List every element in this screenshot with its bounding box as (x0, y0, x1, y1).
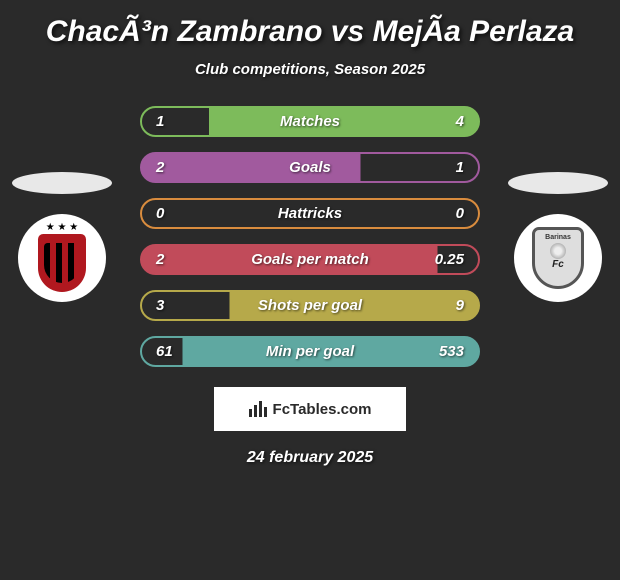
footer-brand-text: FcTables.com (273, 401, 372, 418)
stat-right-value: 1 (456, 159, 464, 176)
crest-fc-text: Fc (552, 259, 564, 270)
stat-label: Goals per match (251, 251, 369, 268)
stat-bar: 2 Goals 1 (140, 152, 480, 183)
right-club-crest: Barinas Fc (514, 214, 602, 302)
stat-bar: 61 Min per goal 533 (140, 336, 480, 367)
right-crest-column: Barinas Fc (504, 172, 612, 302)
shield-icon (38, 234, 86, 292)
stat-bar: 0 Hattricks 0 (140, 198, 480, 229)
stat-right-value: 533 (439, 343, 464, 360)
shield-icon: Barinas Fc (532, 227, 584, 289)
stat-label: Goals (289, 159, 331, 176)
stat-left-value: 3 (156, 297, 164, 314)
stat-right-value: 0.25 (435, 251, 464, 268)
stat-bar: 1 Matches 4 (140, 106, 480, 137)
page-title: ChacÃ³n Zambrano vs MejÃ­a Perlaza (46, 15, 575, 49)
stat-left-value: 2 (156, 159, 164, 176)
stats-list: 1 Matches 4 2 Goals 1 0 Hattricks 0 2 Goals per ma… (134, 106, 486, 367)
stat-label: Shots per goal (258, 297, 362, 314)
stat-right-value: 9 (456, 297, 464, 314)
bars-icon (249, 401, 267, 417)
stat-label: Hattricks (278, 205, 342, 222)
stat-left-value: 2 (156, 251, 164, 268)
crest-stars-icon: ★ ★ ★ (46, 222, 78, 233)
crest-banner-text: Barinas (545, 234, 571, 241)
subtitle: Club competitions, Season 2025 (195, 61, 425, 78)
stat-left-value: 1 (156, 113, 164, 130)
right-player-marker (508, 172, 608, 194)
date-text: 24 february 2025 (247, 449, 373, 467)
left-club-crest: ★ ★ ★ (18, 214, 106, 302)
stat-label: Matches (280, 113, 340, 130)
ball-icon (550, 243, 566, 259)
stat-left-value: 0 (156, 205, 164, 222)
stat-bar: 3 Shots per goal 9 (140, 290, 480, 321)
left-crest-column: ★ ★ ★ (8, 172, 116, 302)
stat-right-value: 0 (456, 205, 464, 222)
stat-right-value: 4 (456, 113, 464, 130)
stat-label: Min per goal (266, 343, 354, 360)
footer-logo: FcTables.com (214, 387, 406, 431)
stat-left-value: 61 (156, 343, 173, 360)
stat-bar: 2 Goals per match 0.25 (140, 244, 480, 275)
left-player-marker (12, 172, 112, 194)
stripes-icon (44, 243, 80, 283)
content-row: ★ ★ ★ 1 Matches 4 2 Goals 1 0 Hattricks 0 2 Goals … (0, 106, 620, 367)
